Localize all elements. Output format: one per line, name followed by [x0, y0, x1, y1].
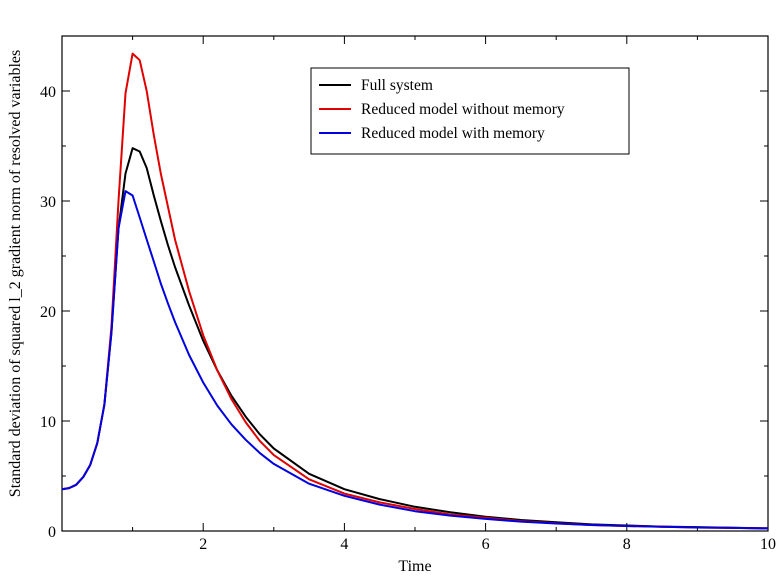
y-tick-label: 10 [40, 414, 56, 431]
x-tick-label: 6 [482, 536, 490, 553]
series-line-reduced-model-with-memory [61, 190, 769, 530]
axis-ticks: 2 4 6 8 10 0 10 20 30 40 [40, 36, 776, 553]
x-axis-label: Time [398, 558, 431, 575]
x-tick-label: 4 [340, 536, 348, 553]
legend: Full system Reduced model without memory R… [310, 67, 630, 155]
y-tick-label: 20 [40, 304, 56, 321]
x-tick-label: 8 [623, 536, 631, 553]
y-axis-label: Standard deviation of squared l_2 gradie… [7, 50, 24, 497]
legend-box [310, 67, 630, 155]
legend-label: Full system [361, 77, 433, 94]
series-lines [61, 52, 769, 530]
x-tick-label: 2 [199, 536, 207, 553]
y-tick-label: 30 [40, 194, 56, 211]
legend-label: Reduced model with memory [361, 125, 545, 142]
y-tick-label: 0 [48, 524, 56, 541]
legend-label: Reduced model without memory [361, 101, 565, 118]
x-tick-label: 10 [760, 536, 776, 553]
y-tick-label: 40 [40, 84, 56, 101]
